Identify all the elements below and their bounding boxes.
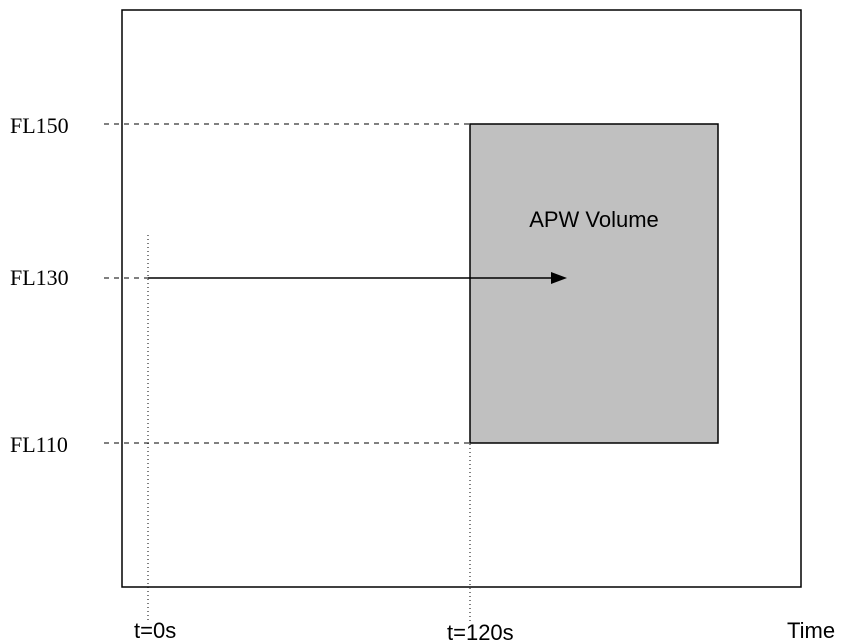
t120-label: t=120s — [447, 620, 514, 644]
fl150-label: FL150 — [10, 113, 69, 138]
time-axis-label: Time — [787, 618, 835, 643]
trajectory-arrowhead — [551, 272, 567, 284]
t0-label: t=0s — [134, 618, 176, 643]
fl130-label: FL130 — [10, 265, 69, 290]
apw-volume-box — [469, 123, 719, 444]
apw-volume-label: APW Volume — [529, 207, 659, 232]
fl110-label: FL110 — [10, 432, 68, 457]
plot-frame — [121, 9, 802, 588]
